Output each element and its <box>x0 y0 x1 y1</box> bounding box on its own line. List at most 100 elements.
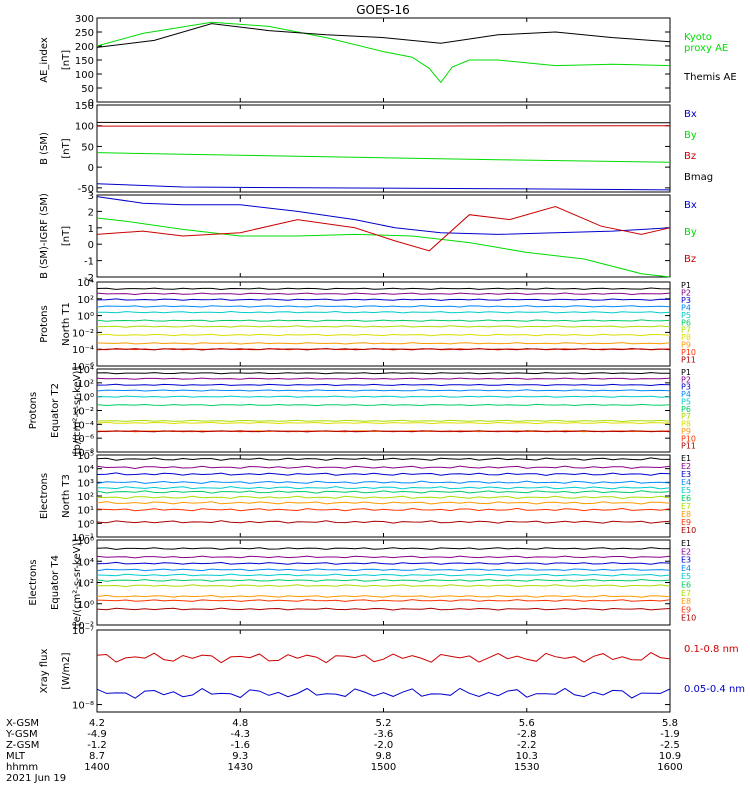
series-line-e8 <box>96 501 671 505</box>
y-tick-label: 300 <box>75 14 94 25</box>
x-axis-value: -2.2 <box>517 740 537 751</box>
x-axis-value: -3.6 <box>374 729 394 740</box>
x-axis-value: -1.6 <box>230 740 250 751</box>
x-axis-row-label: MLT <box>6 751 26 762</box>
panel-ae: 0 50 100 150 200 250 300 AE_index [nT] Kyotoproxy… <box>39 14 737 109</box>
x-axis-value: 5.8 <box>662 718 678 729</box>
y-tick-label: 10⁻² <box>72 407 94 418</box>
x-axis-value: 10.3 <box>516 751 538 762</box>
legend-entry: P4 <box>681 303 691 312</box>
legend-entry: P8 <box>681 333 691 342</box>
y-tick-label: 0 <box>88 240 94 251</box>
x-axis-row-label: Y-GSM <box>5 729 38 740</box>
x-axis-value: 4.8 <box>232 718 248 729</box>
legend-entry: P10 <box>681 348 696 357</box>
series-line-p3 <box>96 298 671 301</box>
panel-frame <box>96 17 671 103</box>
y-tick-label: 10² <box>77 379 94 390</box>
panel-frame <box>96 368 671 453</box>
legend-entry: 0.05-0.4 nm <box>684 684 745 695</box>
series-line-e8 <box>96 594 671 598</box>
legend-entry: By <box>684 130 697 141</box>
legend-entry: E4 <box>681 564 691 573</box>
series-line-p3 <box>96 383 671 387</box>
y-axis-label: Protons <box>28 392 39 429</box>
series-line-p11 <box>96 347 671 351</box>
panel-frame <box>96 539 671 626</box>
legend-entry: E5 <box>681 572 691 581</box>
series-line-e10 <box>96 520 671 524</box>
series-line-e4 <box>96 568 671 572</box>
y-tick-label: 10⁵ <box>77 451 94 462</box>
legend-entry: E8 <box>681 597 691 606</box>
legend-entry: Bx <box>684 200 697 211</box>
x-axis-value: -2.0 <box>374 740 394 751</box>
y-axis-label: [nT] <box>61 50 72 70</box>
y-tick-label: 0 <box>88 98 94 109</box>
y-axis-label: Electrons <box>39 473 50 519</box>
series-line-p7 <box>96 325 671 328</box>
legend-entry: 0.1-0.8 nm <box>684 644 739 655</box>
series-line-e7 <box>96 584 671 588</box>
series-line-kyoto-proxy-ae <box>96 21 671 84</box>
series-line-p9 <box>96 342 671 345</box>
series-line-p5 <box>96 310 671 314</box>
series-line-p8 <box>96 333 671 337</box>
legend-entry: P7 <box>681 412 691 421</box>
y-tick-label: 10⁻⁸ <box>72 448 94 459</box>
y-tick-label: 2 <box>88 207 94 218</box>
chart-title: GOES-16 <box>356 3 410 17</box>
y-tick-label: 10² <box>77 295 94 306</box>
panel-pt1: 10⁻⁶ 10⁻⁴ 10⁻² 10⁰ 10² 10⁴ Protons North T1 P1P2… <box>39 278 696 373</box>
series-line-0-1-0-8-nm <box>96 652 671 664</box>
y-tick-label: 10⁻⁶ <box>72 434 94 445</box>
y-axis-label: Electrons <box>28 559 39 605</box>
x-axis-value: 9.3 <box>232 751 248 762</box>
series-line-e1 <box>96 457 671 461</box>
y-tick-label: 50 <box>81 142 94 153</box>
panel-frame <box>96 629 671 713</box>
series-line-bx <box>96 196 671 235</box>
legend-entry: P8 <box>681 420 691 429</box>
legend-entry: E8 <box>681 510 691 519</box>
y-tick-label: 10⁴ <box>77 278 94 289</box>
series-line-p4 <box>96 305 671 308</box>
x-axis-value: 5.6 <box>519 718 535 729</box>
y-axis-label: North T1 <box>61 302 72 346</box>
y-axis-label: B (SM)-IGRF (SM) <box>39 193 50 279</box>
series-line-e5 <box>96 486 671 490</box>
y-tick-label: 150 <box>75 56 94 67</box>
y-tick-label: 1 <box>88 224 94 235</box>
y-tick-label: 10⁻⁶ <box>72 362 94 373</box>
legend-entry: E4 <box>681 478 691 487</box>
legend-entry: Bx <box>684 109 697 120</box>
y-tick-label: 100 <box>75 70 94 81</box>
y-tick-label: 10⁻² <box>72 621 94 632</box>
legend-entry: Bz <box>684 151 696 162</box>
legend-entry: E6 <box>681 581 691 590</box>
legend-entry: By <box>684 227 697 238</box>
series-line-themis-ae <box>96 23 671 48</box>
y-axis-label: Xray flux <box>39 649 50 694</box>
legend-entry: E1 <box>681 454 691 463</box>
legend-entry: P11 <box>681 356 696 365</box>
panel-xray: 10⁻⁸ 10⁻⁷ Xray flux [W/m2] 0.1-0.8 nm 0.05-0.… <box>39 626 745 713</box>
y-tick-label: 10⁰ <box>77 393 94 404</box>
legend-entry: P3 <box>681 383 691 392</box>
series-line-bz <box>96 205 671 252</box>
legend-entry: P11 <box>681 442 696 451</box>
series-line-p8 <box>96 421 671 425</box>
series-line-p2 <box>96 377 671 380</box>
x-axis-row-label: Z-GSM <box>6 740 39 751</box>
date-label: 2021 Jun 19 <box>6 773 66 784</box>
legend-entry: E2 <box>681 547 691 556</box>
y-tick-label: -50 <box>78 184 94 195</box>
y-axis-label: North T3 <box>61 474 72 518</box>
y-tick-label: 10⁰ <box>77 312 94 323</box>
series-line-e2 <box>96 555 671 559</box>
series-line-e5 <box>96 573 671 577</box>
y-tick-label: 10⁴ <box>77 465 94 476</box>
legend-entry: P9 <box>681 341 691 350</box>
